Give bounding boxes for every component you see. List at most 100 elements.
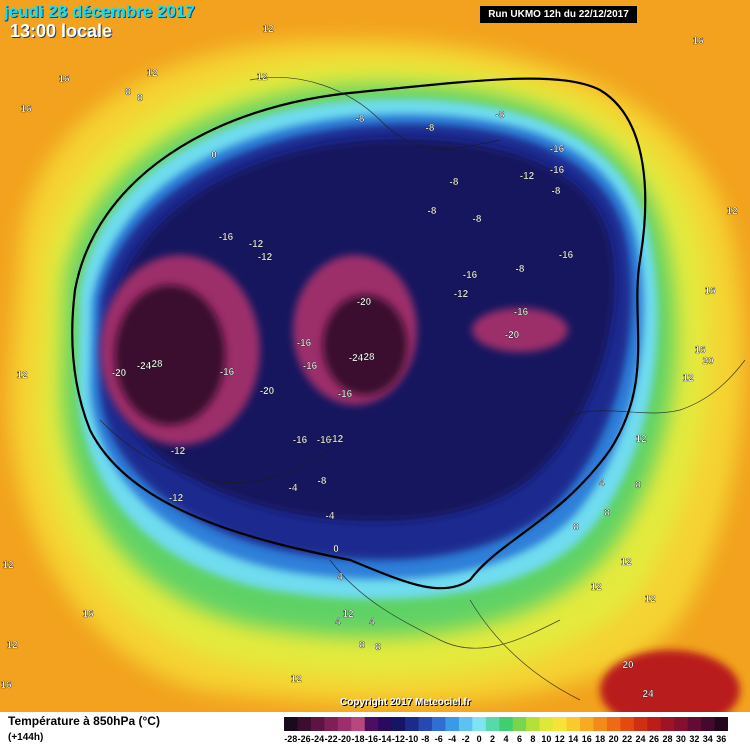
isotherm-label: -8 — [426, 123, 435, 134]
legend-tick-label: -18 — [351, 734, 364, 744]
isotherm-label: 12 — [726, 206, 738, 217]
legend-tick-label: 26 — [649, 734, 659, 744]
isotherm-label: -8 — [428, 206, 437, 217]
legend-tick-label: 36 — [716, 734, 726, 744]
isotherm-label: 4 — [369, 617, 375, 628]
parameter-title: Température à 850hPa (°C) — [8, 714, 160, 728]
isotherm-label: -8 — [356, 114, 365, 125]
legend-swatch — [660, 717, 675, 731]
isotherm-label: -20 — [112, 368, 127, 379]
isotherm-label: 8 — [635, 480, 641, 491]
legend-tick-label: 14 — [568, 734, 578, 744]
isotherm-label: -8 — [473, 214, 482, 225]
isotherm-label: -12 — [171, 446, 186, 457]
legend-tick-label: 34 — [703, 734, 713, 744]
isotherm-label: 12 — [590, 582, 602, 593]
legend-swatch — [284, 717, 298, 731]
legend-tick-label: 24 — [636, 734, 646, 744]
isotherm-label: 20 — [622, 660, 634, 671]
legend-swatch — [512, 717, 527, 731]
isotherm-label: -8 — [516, 264, 525, 275]
temperature-map: 121612168812160-8-8-8-16-12-16-8-8-8-16-… — [0, 0, 750, 712]
legend-tick-label: 6 — [517, 734, 522, 744]
hot-spot-southeast — [600, 650, 740, 712]
legend-tick-label: -26 — [298, 734, 311, 744]
legend-tick-label: -2 — [462, 734, 470, 744]
isotherm-label: -8 — [552, 186, 561, 197]
isotherm-label: 8 — [573, 522, 579, 533]
forecast-time-title: 13:00 locale — [10, 21, 113, 41]
legend-swatch — [687, 717, 702, 731]
isotherm-label: 8 — [604, 508, 610, 519]
isotherm-label: 16 — [0, 680, 12, 691]
isotherm-label: -16 — [303, 361, 318, 372]
isotherm-label: 12 — [256, 72, 268, 83]
legend-swatch — [405, 717, 420, 731]
isotherm-label: -16 — [338, 389, 353, 400]
isotherm-label: -12 — [329, 434, 344, 445]
isotherm-label: 4 — [337, 572, 343, 583]
isotherm-label: 24 — [642, 689, 654, 700]
isotherm-label: -16 — [559, 250, 574, 261]
legend-tick-label: 2 — [490, 734, 495, 744]
isotherm-label: 12 — [644, 594, 656, 605]
copyright-notice: Copyright 2017 Meteociel.fr — [340, 697, 471, 708]
isotherm-label: -12 — [520, 171, 535, 182]
map-footer: Température à 850hPa (°C) (+144h) -28 -26… — [0, 712, 750, 750]
isotherm-label: 12 — [2, 560, 14, 571]
isotherm-label: 16 — [20, 104, 32, 115]
legend-tick-label: 18 — [595, 734, 605, 744]
isotherm-label: -16 — [297, 338, 312, 349]
isotherm-label: 0 — [211, 150, 217, 161]
isotherm-label: 4 — [599, 478, 605, 489]
legend-swatch — [324, 717, 339, 731]
isotherm-label: 4 — [335, 617, 341, 628]
isotherm-value-labels: 121612168812160-8-8-8-16-12-16-8-8-8-16-… — [0, 24, 738, 700]
legend-swatch — [674, 717, 689, 731]
isotherm-label: 8 — [125, 87, 131, 98]
legend-tick-label: -28 — [284, 734, 297, 744]
legend-tick-label: -14 — [378, 734, 391, 744]
legend-tick-label: 16 — [582, 734, 592, 744]
legend-swatch — [432, 717, 446, 731]
cold-core-central-inner — [323, 295, 407, 395]
legend-swatch — [633, 717, 648, 731]
cold-core-west-inner — [115, 285, 225, 425]
legend-swatch — [539, 717, 554, 731]
isotherm-label: -24 — [137, 361, 152, 372]
isotherm-label: 28 — [151, 359, 163, 370]
isotherm-label: -20 — [260, 386, 275, 397]
legend-swatch — [593, 717, 608, 731]
coastline-traces — [99, 77, 746, 701]
legend-swatch — [337, 717, 352, 731]
isotherm-label: -16 — [219, 232, 234, 243]
isotherm-label: 8 — [359, 640, 365, 651]
legend-tick-label: 22 — [622, 734, 632, 744]
legend-tick-label: -16 — [365, 734, 378, 744]
legend-tick-label: -6 — [435, 734, 443, 744]
isotherm-label: 12 — [342, 609, 354, 620]
legend-swatch — [378, 717, 393, 731]
isotherm-label: -16 — [317, 435, 332, 446]
isotherm-label: 0 — [333, 544, 339, 555]
isotherm-label: 16 — [82, 609, 94, 620]
legend-tick-label: -22 — [325, 734, 338, 744]
legend-tick-label: -12 — [392, 734, 405, 744]
legend-swatch — [526, 717, 541, 731]
legend-swatch — [701, 717, 716, 731]
legend-swatch — [310, 717, 325, 731]
isotherm-label: 28 — [363, 352, 375, 363]
isotherm-label: 8 — [375, 642, 381, 653]
isotherm-label: -16 — [550, 165, 565, 176]
isotherm-label: -8 — [318, 476, 327, 487]
isotherm-label: -20 — [357, 297, 372, 308]
legend-swatch — [391, 717, 406, 731]
legend-tick-label: 12 — [555, 734, 565, 744]
legend-swatch — [485, 717, 500, 731]
isotherm-label: -12 — [169, 493, 184, 504]
legend-tick-label: 30 — [676, 734, 686, 744]
isotherm-label: -16 — [550, 144, 565, 155]
legend-swatch — [580, 717, 594, 731]
isotherm-label: 16 — [704, 286, 716, 297]
isotherm-label: -16 — [220, 367, 235, 378]
